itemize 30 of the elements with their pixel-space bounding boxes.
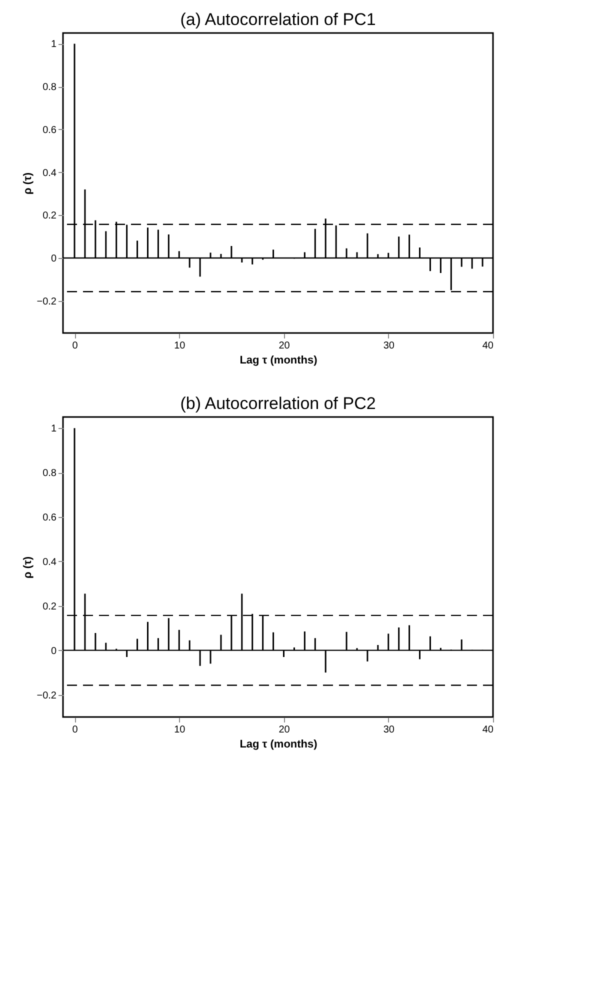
y-tick-label: 0.8: [42, 468, 57, 480]
y-tick-label: −0.2: [36, 690, 57, 702]
y-tick-label: 0.2: [42, 601, 57, 612]
x-tick-label: 0: [72, 724, 78, 736]
x-tick-label: 20: [278, 340, 290, 352]
y-tick-label: 0.4: [42, 168, 57, 179]
y-tick-label: 1: [50, 39, 57, 50]
chart-title: (b) Autocorrelation of PC2: [180, 394, 376, 413]
y-tick-label: 0.6: [42, 512, 57, 524]
x-tick-label: 40: [482, 724, 494, 736]
y-tick-label: 1: [50, 424, 57, 435]
y-tick-label: −0.2: [36, 296, 57, 308]
y-axis-title: ρ (τ): [22, 172, 34, 195]
y-tick-label: 0.6: [42, 124, 57, 136]
chart-title: (a) Autocorrelation of PC1: [180, 10, 376, 29]
y-tick-label: 0.4: [42, 556, 57, 568]
x-axis-title: Lag τ (months): [240, 354, 318, 366]
x-tick-label: 10: [174, 340, 186, 352]
x-tick-label: 30: [383, 724, 395, 736]
x-tick-label: 30: [383, 340, 395, 352]
x-tick-label: 20: [278, 724, 290, 736]
y-tick-label: 0.2: [42, 210, 57, 222]
y-axis-title: ρ (τ): [22, 556, 34, 579]
y-tick-label: 0: [50, 254, 57, 264]
x-axis-title: Lag τ (months): [240, 738, 318, 750]
x-tick-label: 10: [174, 724, 186, 736]
y-tick-label: 0: [50, 646, 57, 657]
x-tick-label: 40: [482, 340, 494, 352]
x-tick-label: 0: [72, 340, 78, 352]
y-tick-label: 0.8: [42, 82, 57, 94]
